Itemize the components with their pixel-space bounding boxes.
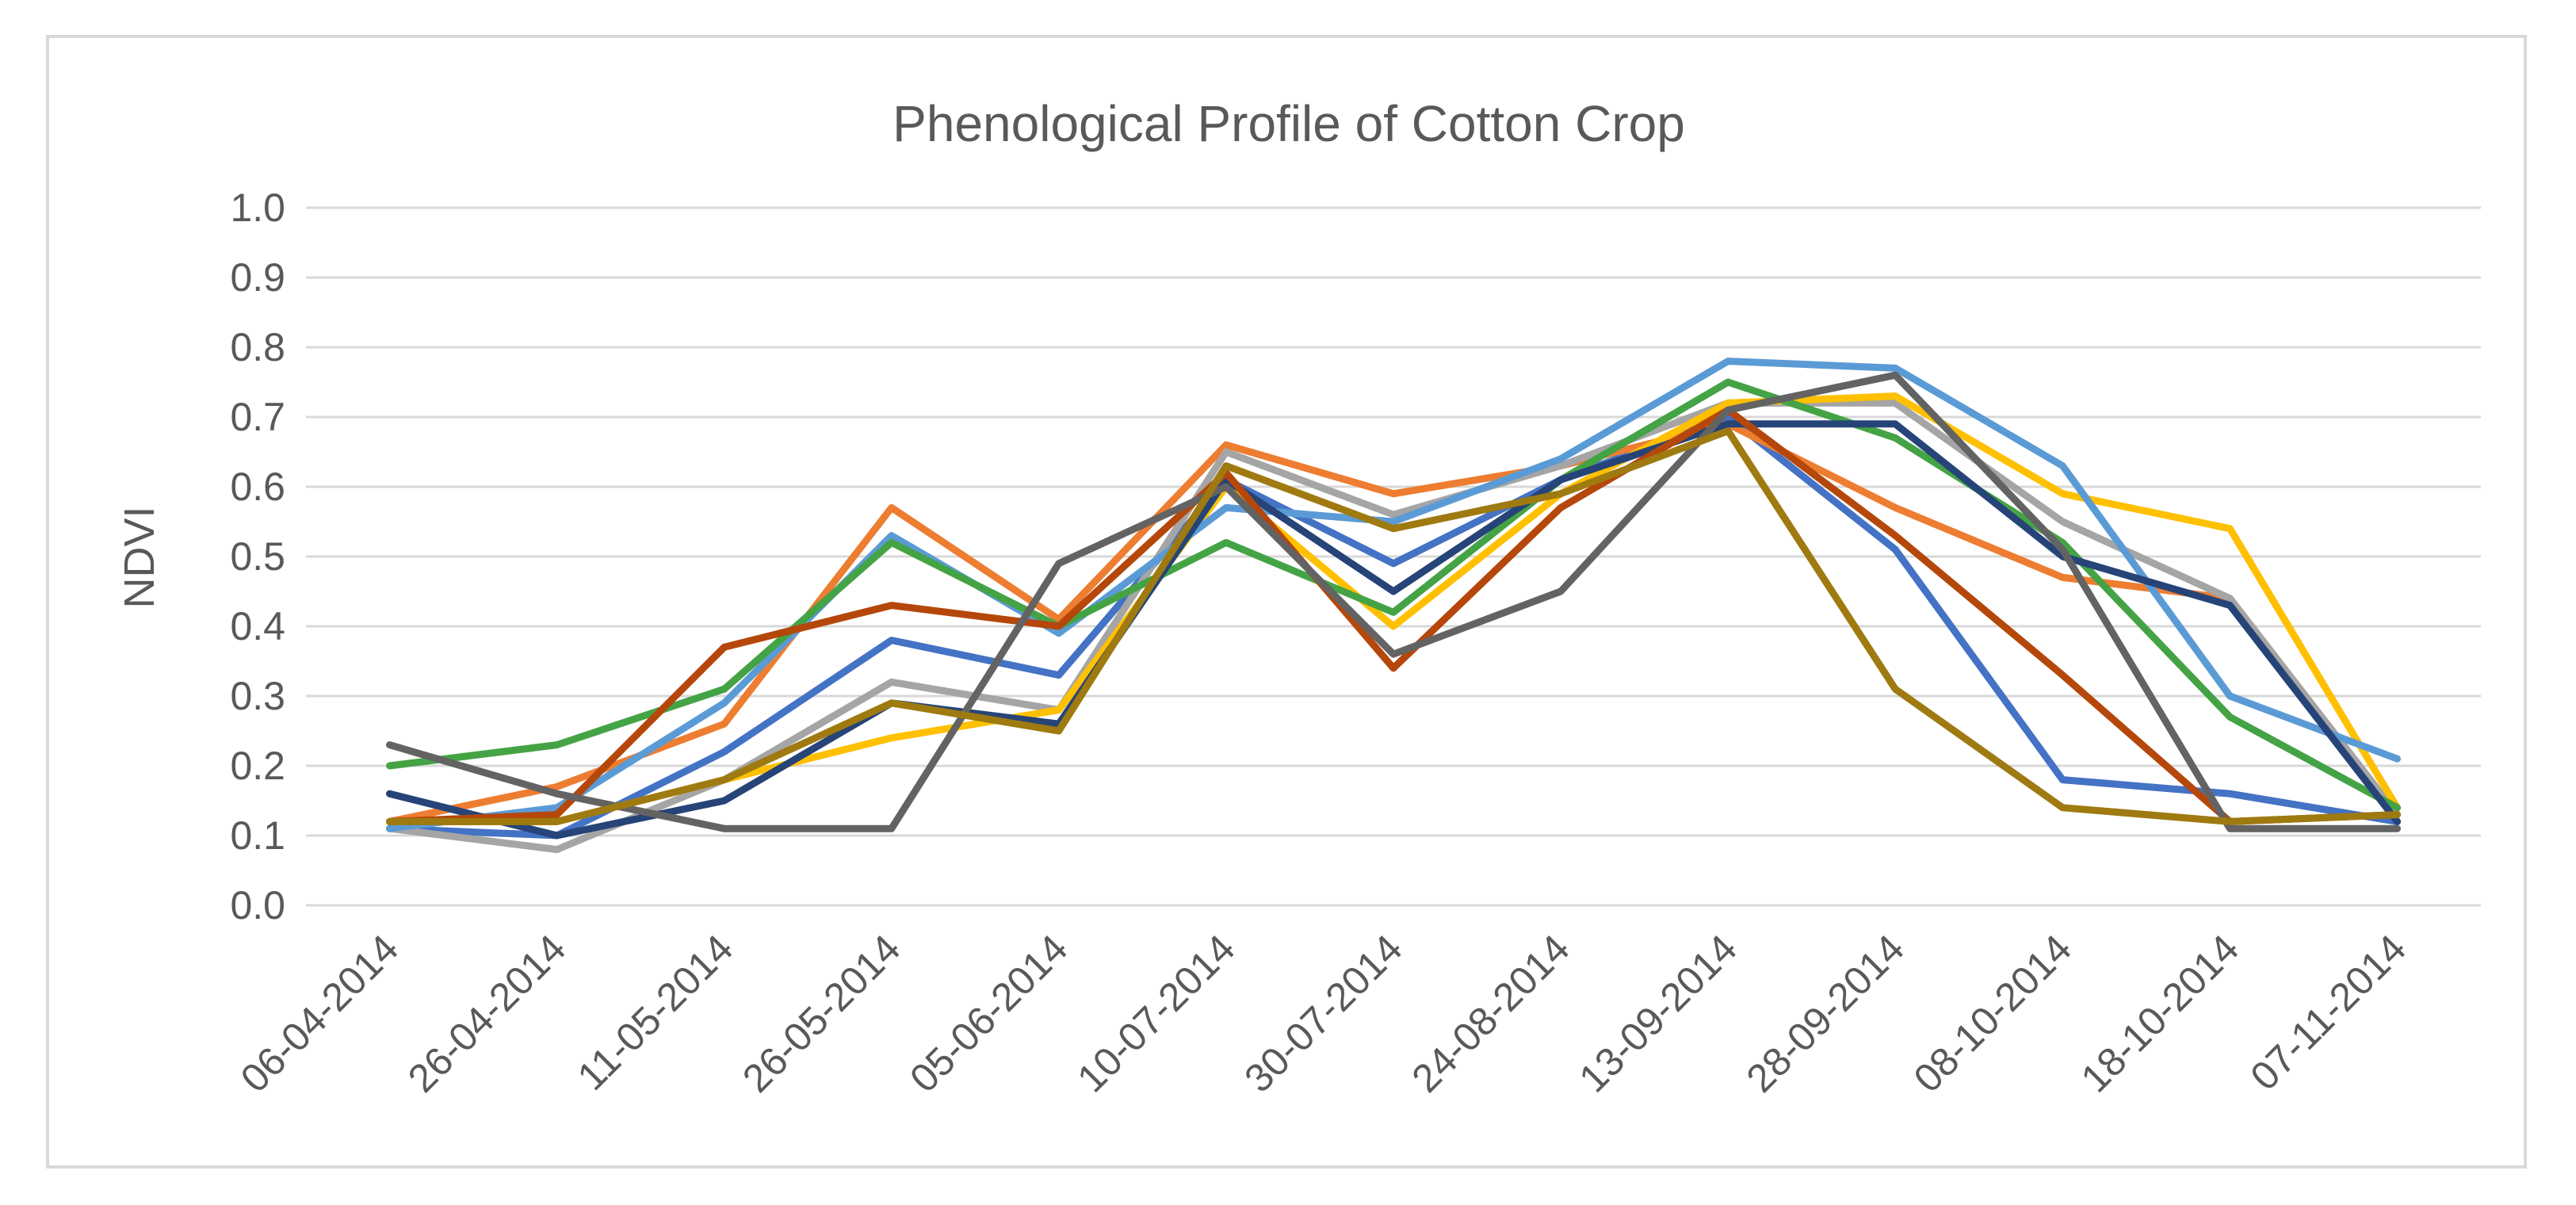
series-line-8 [386, 406, 2401, 825]
x-tick-label: 07-11-2014 [2242, 926, 2414, 1099]
y-tick-label: 0.2 [230, 744, 285, 788]
series-line-9 [386, 371, 2401, 832]
x-tick-label: 30-07-2014 [1236, 926, 1410, 1100]
y-tick-labels: 0.0 0.1 0.2 0.3 0.4 0.5 0.6 0.7 0.8 0.9 1.0 [230, 186, 285, 928]
series-line-10 [386, 427, 2401, 825]
y-tick-label: 0.8 [230, 325, 285, 369]
y-tick-label: 0.9 [230, 255, 285, 300]
chart-title: Phenological Profile of Cotton Crop [892, 95, 1685, 152]
x-tick-label: 11-05-2014 [569, 926, 742, 1099]
x-tick-label: 13-09-2014 [1570, 926, 1745, 1100]
x-tick-label: 28-09-2014 [1738, 926, 1913, 1100]
y-tick-label: 0.6 [230, 465, 285, 509]
x-tick-label: 26-05-2014 [734, 926, 908, 1100]
series-lines [386, 358, 2401, 854]
x-tick-label: 08-10-2014 [1905, 926, 2080, 1100]
x-tick-label: 18-10-2014 [2073, 926, 2247, 1100]
series-line-7 [386, 420, 2401, 840]
y-tick-label: 1.0 [230, 186, 285, 230]
y-tick-label: 0.0 [230, 883, 285, 928]
x-tick-label: 06-04-2014 [232, 926, 407, 1100]
x-tick-label: 26-04-2014 [399, 926, 574, 1100]
line-chart: Phenological Profile of Cotton Crop NDVI… [116, 95, 2481, 1101]
series-line-5 [386, 358, 2401, 832]
series-line-1 [386, 413, 2401, 840]
y-tick-label: 0.4 [230, 604, 285, 648]
x-tick-label: 10-07-2014 [1068, 926, 1243, 1100]
y-tick-label: 0.7 [230, 395, 285, 439]
chart-frame: Phenological Profile of Cotton Crop NDVI… [46, 35, 2527, 1169]
y-tick-label: 0.5 [230, 534, 285, 579]
series-line-6 [386, 378, 2401, 812]
x-tick-label: 05-06-2014 [901, 926, 1076, 1100]
x-tick-label: 24-08-2014 [1403, 926, 1577, 1100]
y-tick-label: 0.1 [230, 813, 285, 858]
x-tick-labels: 06-04-201426-04-201411-05-201426-05-2014… [232, 926, 2414, 1100]
series-line-2 [386, 420, 2401, 825]
y-tick-label: 0.3 [230, 674, 285, 718]
y-axis-label: NDVI [116, 506, 163, 608]
